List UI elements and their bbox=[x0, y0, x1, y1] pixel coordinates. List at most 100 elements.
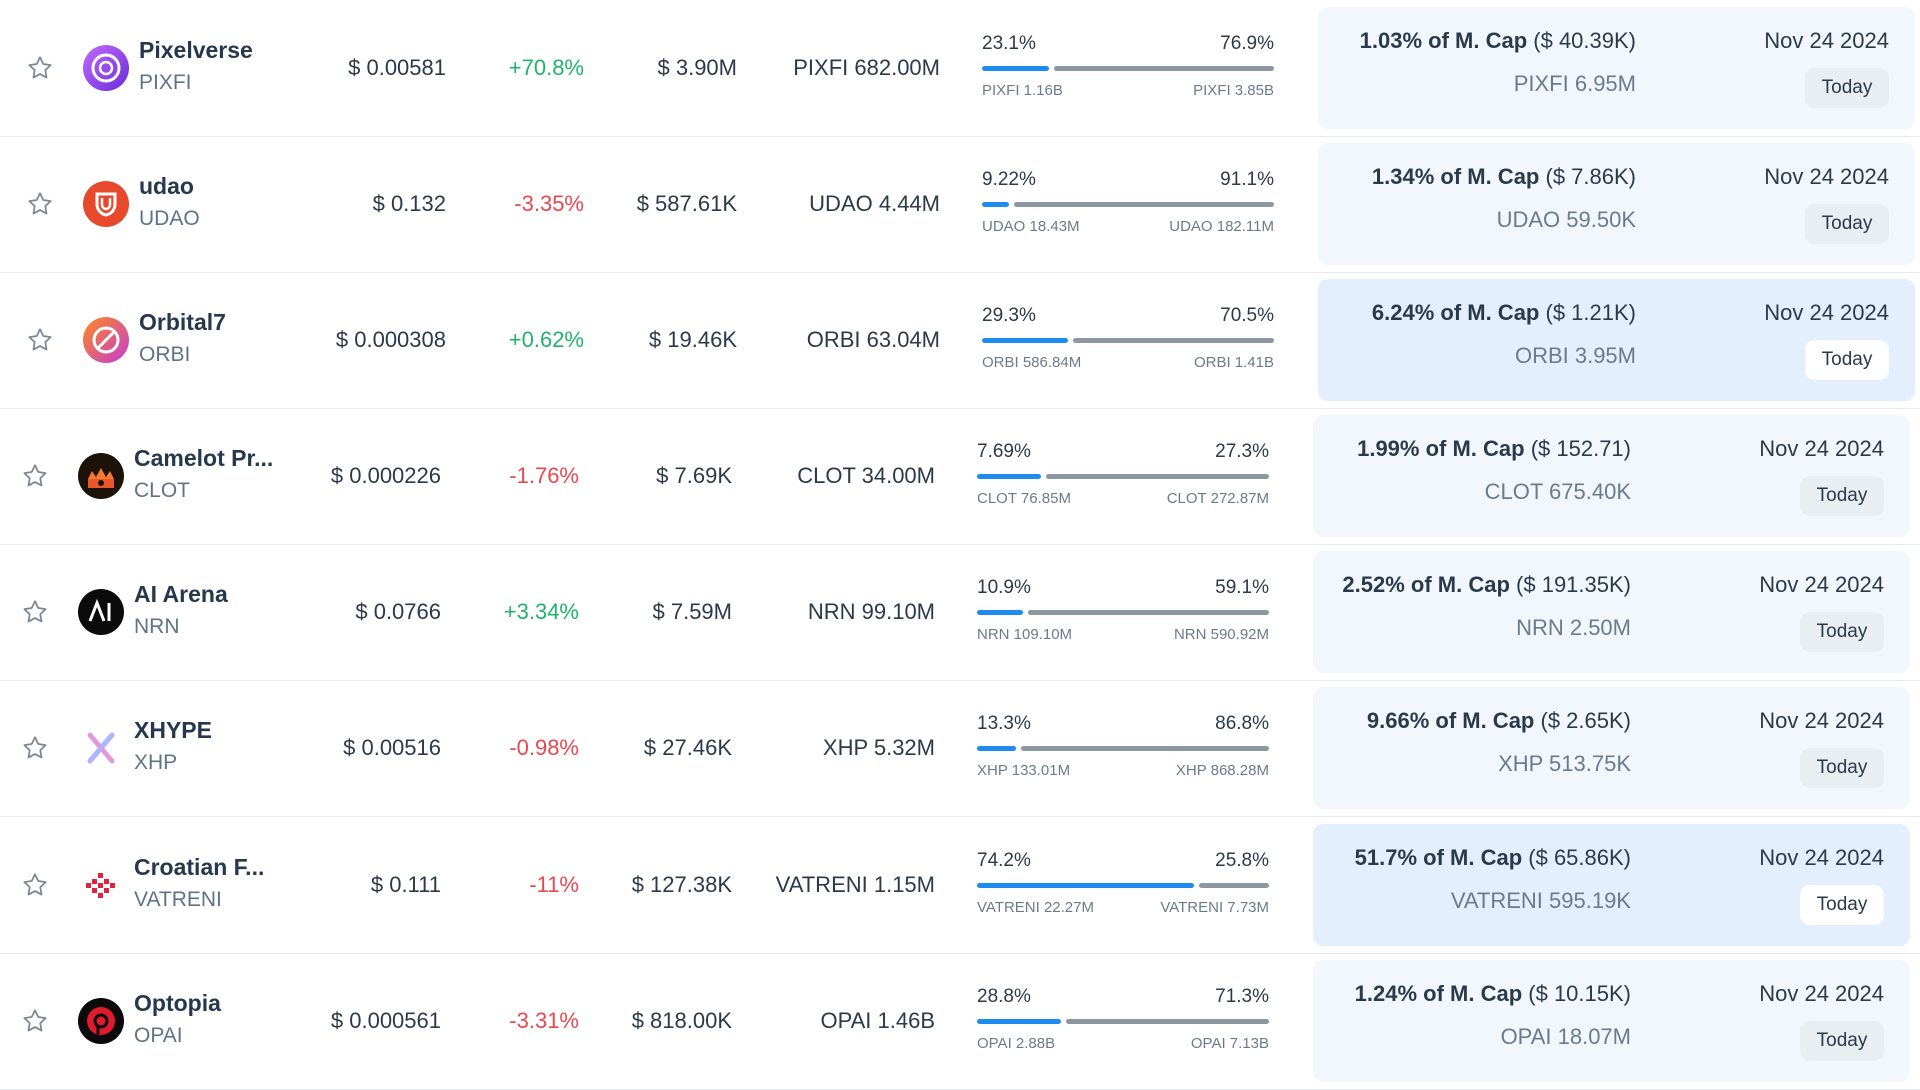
table-row[interactable]: AI Arena NRN $ 0.0766 +3.34% $ 7.59M NRN… bbox=[0, 544, 1920, 681]
market-cap-share: 1.34% of M. Cap ($ 7.86K) bbox=[1320, 164, 1636, 190]
unlock-date: Nov 24 2024 bbox=[1759, 845, 1884, 870]
unlock-progress-bar bbox=[977, 474, 1269, 479]
token-name[interactable]: Orbital7 bbox=[139, 309, 226, 335]
trading-volume: $ 127.38K bbox=[631, 872, 732, 897]
locked-amount: OPAI 7.13B bbox=[1190, 1035, 1269, 1052]
circulating-supply: OPAI 1.46B bbox=[820, 1008, 935, 1033]
token-price: $ 0.00516 bbox=[343, 735, 441, 760]
unlock-amount: VATRENI 595.19K bbox=[1450, 888, 1631, 913]
market-cap-share: 9.66% of M. Cap ($ 2.65K) bbox=[1315, 708, 1631, 734]
countdown-badge[interactable]: Today bbox=[1800, 748, 1884, 788]
countdown-badge[interactable]: Today bbox=[1805, 340, 1889, 380]
circulating-supply: ORBI 63.04M bbox=[806, 327, 940, 352]
table-row[interactable]: Camelot Pr... CLOT $ 0.000226 -1.76% $ 7… bbox=[0, 408, 1920, 545]
unlocked-bar-fill bbox=[977, 610, 1023, 615]
optopia-logo-icon bbox=[78, 998, 124, 1044]
token-name[interactable]: Optopia bbox=[134, 990, 221, 1016]
market-cap-percent: 1.03% of M. Cap bbox=[1359, 28, 1528, 53]
favorite-star-icon[interactable] bbox=[21, 462, 49, 490]
circulating-supply: UDAO 4.44M bbox=[809, 191, 940, 216]
locked-bar-fill bbox=[1054, 66, 1274, 71]
trading-volume: $ 19.46K bbox=[648, 327, 737, 352]
countdown-badge[interactable]: Today bbox=[1805, 204, 1889, 244]
unlocked-bar-fill bbox=[982, 66, 1049, 71]
token-price: $ 0.000308 bbox=[335, 327, 446, 352]
unlock-date: Nov 24 2024 bbox=[1759, 708, 1884, 733]
market-cap-share: 2.52% of M. Cap ($ 191.35K) bbox=[1315, 572, 1631, 598]
unlocked-percent: 9.22% bbox=[982, 169, 1036, 190]
table-row[interactable]: Croatian F... VATRENI $ 0.111 -11% $ 127… bbox=[0, 817, 1920, 954]
countdown-badge[interactable]: Today bbox=[1800, 612, 1884, 652]
unlock-amount: OPAI 18.07M bbox=[1500, 1024, 1631, 1049]
circulating-supply: XHP 5.32M bbox=[822, 735, 935, 760]
trading-volume: $ 7.69K bbox=[656, 463, 732, 488]
unlocked-percent: 23.1% bbox=[982, 33, 1036, 54]
unlocked-amount: ORBI 586.84M bbox=[982, 354, 1082, 371]
countdown-badge[interactable]: Today bbox=[1800, 476, 1884, 516]
favorite-star-icon[interactable] bbox=[26, 326, 54, 354]
locked-amount: UDAO 182.11M bbox=[1169, 218, 1274, 235]
trading-volume: $ 587.61K bbox=[636, 191, 737, 216]
unlock-date: Nov 24 2024 bbox=[1759, 436, 1884, 461]
favorite-star-icon[interactable] bbox=[21, 734, 49, 762]
locked-bar-fill bbox=[1046, 474, 1269, 479]
unlock-progress-bar bbox=[982, 66, 1274, 71]
unlock-amount: CLOT 675.40K bbox=[1484, 479, 1631, 504]
market-cap-value: ($ 152.71) bbox=[1530, 436, 1631, 461]
unlock-amount: XHP 513.75K bbox=[1498, 751, 1631, 776]
unlock-amount: PIXFI 6.95M bbox=[1513, 71, 1636, 96]
token-name[interactable]: AI Arena bbox=[134, 581, 228, 607]
unlock-progress-bar bbox=[977, 883, 1269, 888]
favorite-star-icon[interactable] bbox=[26, 54, 54, 82]
token-symbol: XHP bbox=[134, 751, 178, 774]
token-price: $ 0.132 bbox=[372, 191, 446, 216]
market-cap-share: 1.99% of M. Cap ($ 152.71) bbox=[1315, 436, 1631, 462]
market-cap-share: 1.24% of M. Cap ($ 10.15K) bbox=[1315, 981, 1631, 1007]
countdown-badge[interactable]: Today bbox=[1800, 1021, 1884, 1061]
trading-volume: $ 818.00K bbox=[631, 1008, 732, 1033]
token-symbol: CLOT bbox=[134, 479, 191, 502]
trading-volume: $ 27.46K bbox=[643, 735, 732, 760]
market-cap-percent: 1.34% of M. Cap bbox=[1371, 164, 1540, 189]
market-cap-percent: 1.24% of M. Cap bbox=[1354, 981, 1523, 1006]
token-name[interactable]: Camelot Pr... bbox=[134, 445, 274, 471]
favorite-star-icon[interactable] bbox=[21, 1007, 49, 1035]
token-name[interactable]: Croatian F... bbox=[134, 854, 265, 880]
market-cap-percent: 9.66% of M. Cap bbox=[1366, 708, 1535, 733]
table-row[interactable]: Pixelverse PIXFI $ 0.00581 +70.8% $ 3.90… bbox=[0, 0, 1920, 137]
countdown-badge[interactable]: Today bbox=[1800, 885, 1884, 925]
locked-bar-fill bbox=[1028, 610, 1269, 615]
unlocked-bar-fill bbox=[977, 1019, 1061, 1024]
market-cap-percent: 51.7% of M. Cap bbox=[1354, 845, 1523, 870]
table-row[interactable]: udao UDAO $ 0.132 -3.35% $ 587.61K UDAO … bbox=[0, 136, 1920, 273]
trading-volume: $ 3.90M bbox=[657, 55, 738, 80]
market-cap-value: ($ 7.86K) bbox=[1545, 164, 1637, 189]
favorite-star-icon[interactable] bbox=[26, 190, 54, 218]
locked-amount: NRN 590.92M bbox=[1173, 626, 1269, 643]
table-row[interactable]: Orbital7 ORBI $ 0.000308 +0.62% $ 19.46K… bbox=[0, 272, 1920, 409]
favorite-star-icon[interactable] bbox=[21, 598, 49, 626]
camelot-logo-icon bbox=[78, 453, 124, 499]
market-cap-share: 51.7% of M. Cap ($ 65.86K) bbox=[1315, 845, 1631, 871]
unlock-progress-bar bbox=[982, 202, 1274, 207]
locked-percent: 86.8% bbox=[1215, 713, 1269, 734]
market-cap-percent: 2.52% of M. Cap bbox=[1342, 572, 1510, 597]
locked-percent: 25.8% bbox=[1215, 850, 1269, 871]
market-cap-percent: 6.24% of M. Cap bbox=[1371, 300, 1540, 325]
token-name[interactable]: Pixelverse bbox=[139, 37, 253, 63]
locked-percent: 70.5% bbox=[1220, 305, 1274, 326]
unlock-progress-bar bbox=[982, 338, 1274, 343]
price-change-24h: +70.8% bbox=[508, 55, 584, 80]
table-row[interactable]: XHYPE XHP $ 0.00516 -0.98% $ 27.46K XHP … bbox=[0, 680, 1920, 817]
token-name[interactable]: udao bbox=[139, 173, 194, 199]
countdown-badge[interactable]: Today bbox=[1805, 68, 1889, 108]
locked-amount: ORBI 1.41B bbox=[1193, 354, 1274, 371]
table-row[interactable]: Optopia OPAI $ 0.000561 -3.31% $ 818.00K… bbox=[0, 953, 1920, 1090]
locked-amount: PIXFI 3.85B bbox=[1193, 82, 1274, 99]
unlocked-amount: XHP 133.01M bbox=[977, 762, 1071, 779]
favorite-star-icon[interactable] bbox=[21, 871, 49, 899]
locked-percent: 59.1% bbox=[1215, 577, 1269, 598]
trading-volume: $ 7.59M bbox=[652, 599, 733, 624]
token-name[interactable]: XHYPE bbox=[134, 717, 212, 743]
